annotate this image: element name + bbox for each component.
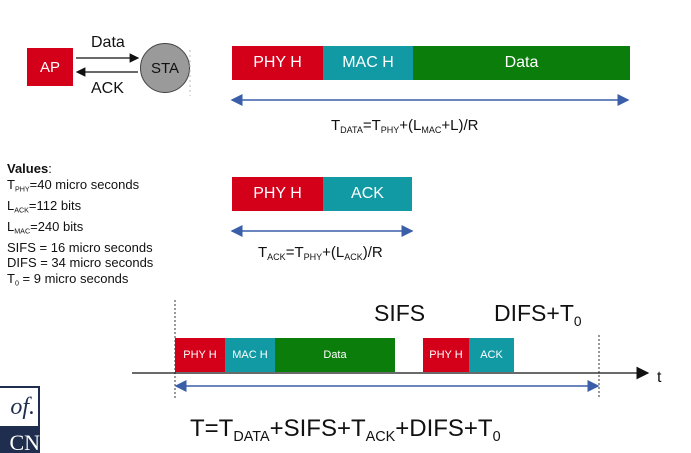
value-line: TPHY=40 micro seconds [7, 176, 140, 194]
value-line: LMAC=240 bits [7, 218, 84, 236]
data-frame-formula: TDATA=TPHY+(LMAC+L)/R [331, 117, 479, 136]
data-frame-phy-header: PHY H [232, 46, 323, 80]
value-line: DIFS = 34 micro seconds [7, 255, 154, 270]
ap-box: AP [27, 48, 73, 86]
value-line: LACK=112 bits [7, 197, 82, 215]
ap-label: AP [39, 58, 60, 76]
timeline-phy-header-2: PHY H [423, 338, 469, 372]
difs-label: DIFS+T0 [494, 300, 582, 329]
values-panel: Values: TPHY=40 micro seconds LACK=112 b… [7, 161, 153, 292]
data-arrow-label: Data [91, 34, 125, 51]
timeline-phy-header-1: PHY H [175, 338, 225, 372]
ack-frame-formula: TACK=TPHY+(LACK)/R [258, 244, 383, 263]
corner-logo-top: of. [0, 388, 38, 426]
data-frame-payload: Data [413, 46, 630, 80]
timeline-ack: ACK [469, 338, 514, 372]
corner-logo: of. CN [0, 386, 40, 453]
corner-logo-bottom: CN [9, 430, 40, 453]
value-line: T0 = 9 micro seconds [7, 270, 129, 288]
values-title: Values: [7, 161, 52, 176]
sta-node: STA [140, 43, 190, 93]
value-line: SIFS = 16 micro seconds [7, 239, 153, 255]
data-frame-mac-header: MAC H [323, 46, 413, 80]
timeline-data: Data [275, 338, 395, 372]
ack-frame-ack-field: ACK [323, 177, 412, 211]
sifs-label: SIFS [374, 300, 426, 326]
total-time-formula: T=TDATA+SIFS+TACK+DIFS+T0 [190, 415, 501, 446]
timeline-mac-header: MAC H [225, 338, 275, 372]
ack-frame-phy-header: PHY H [232, 177, 323, 211]
ack-arrow-label: ACK [91, 80, 124, 97]
time-axis-label: t [657, 369, 662, 386]
sta-label: STA [150, 59, 180, 77]
